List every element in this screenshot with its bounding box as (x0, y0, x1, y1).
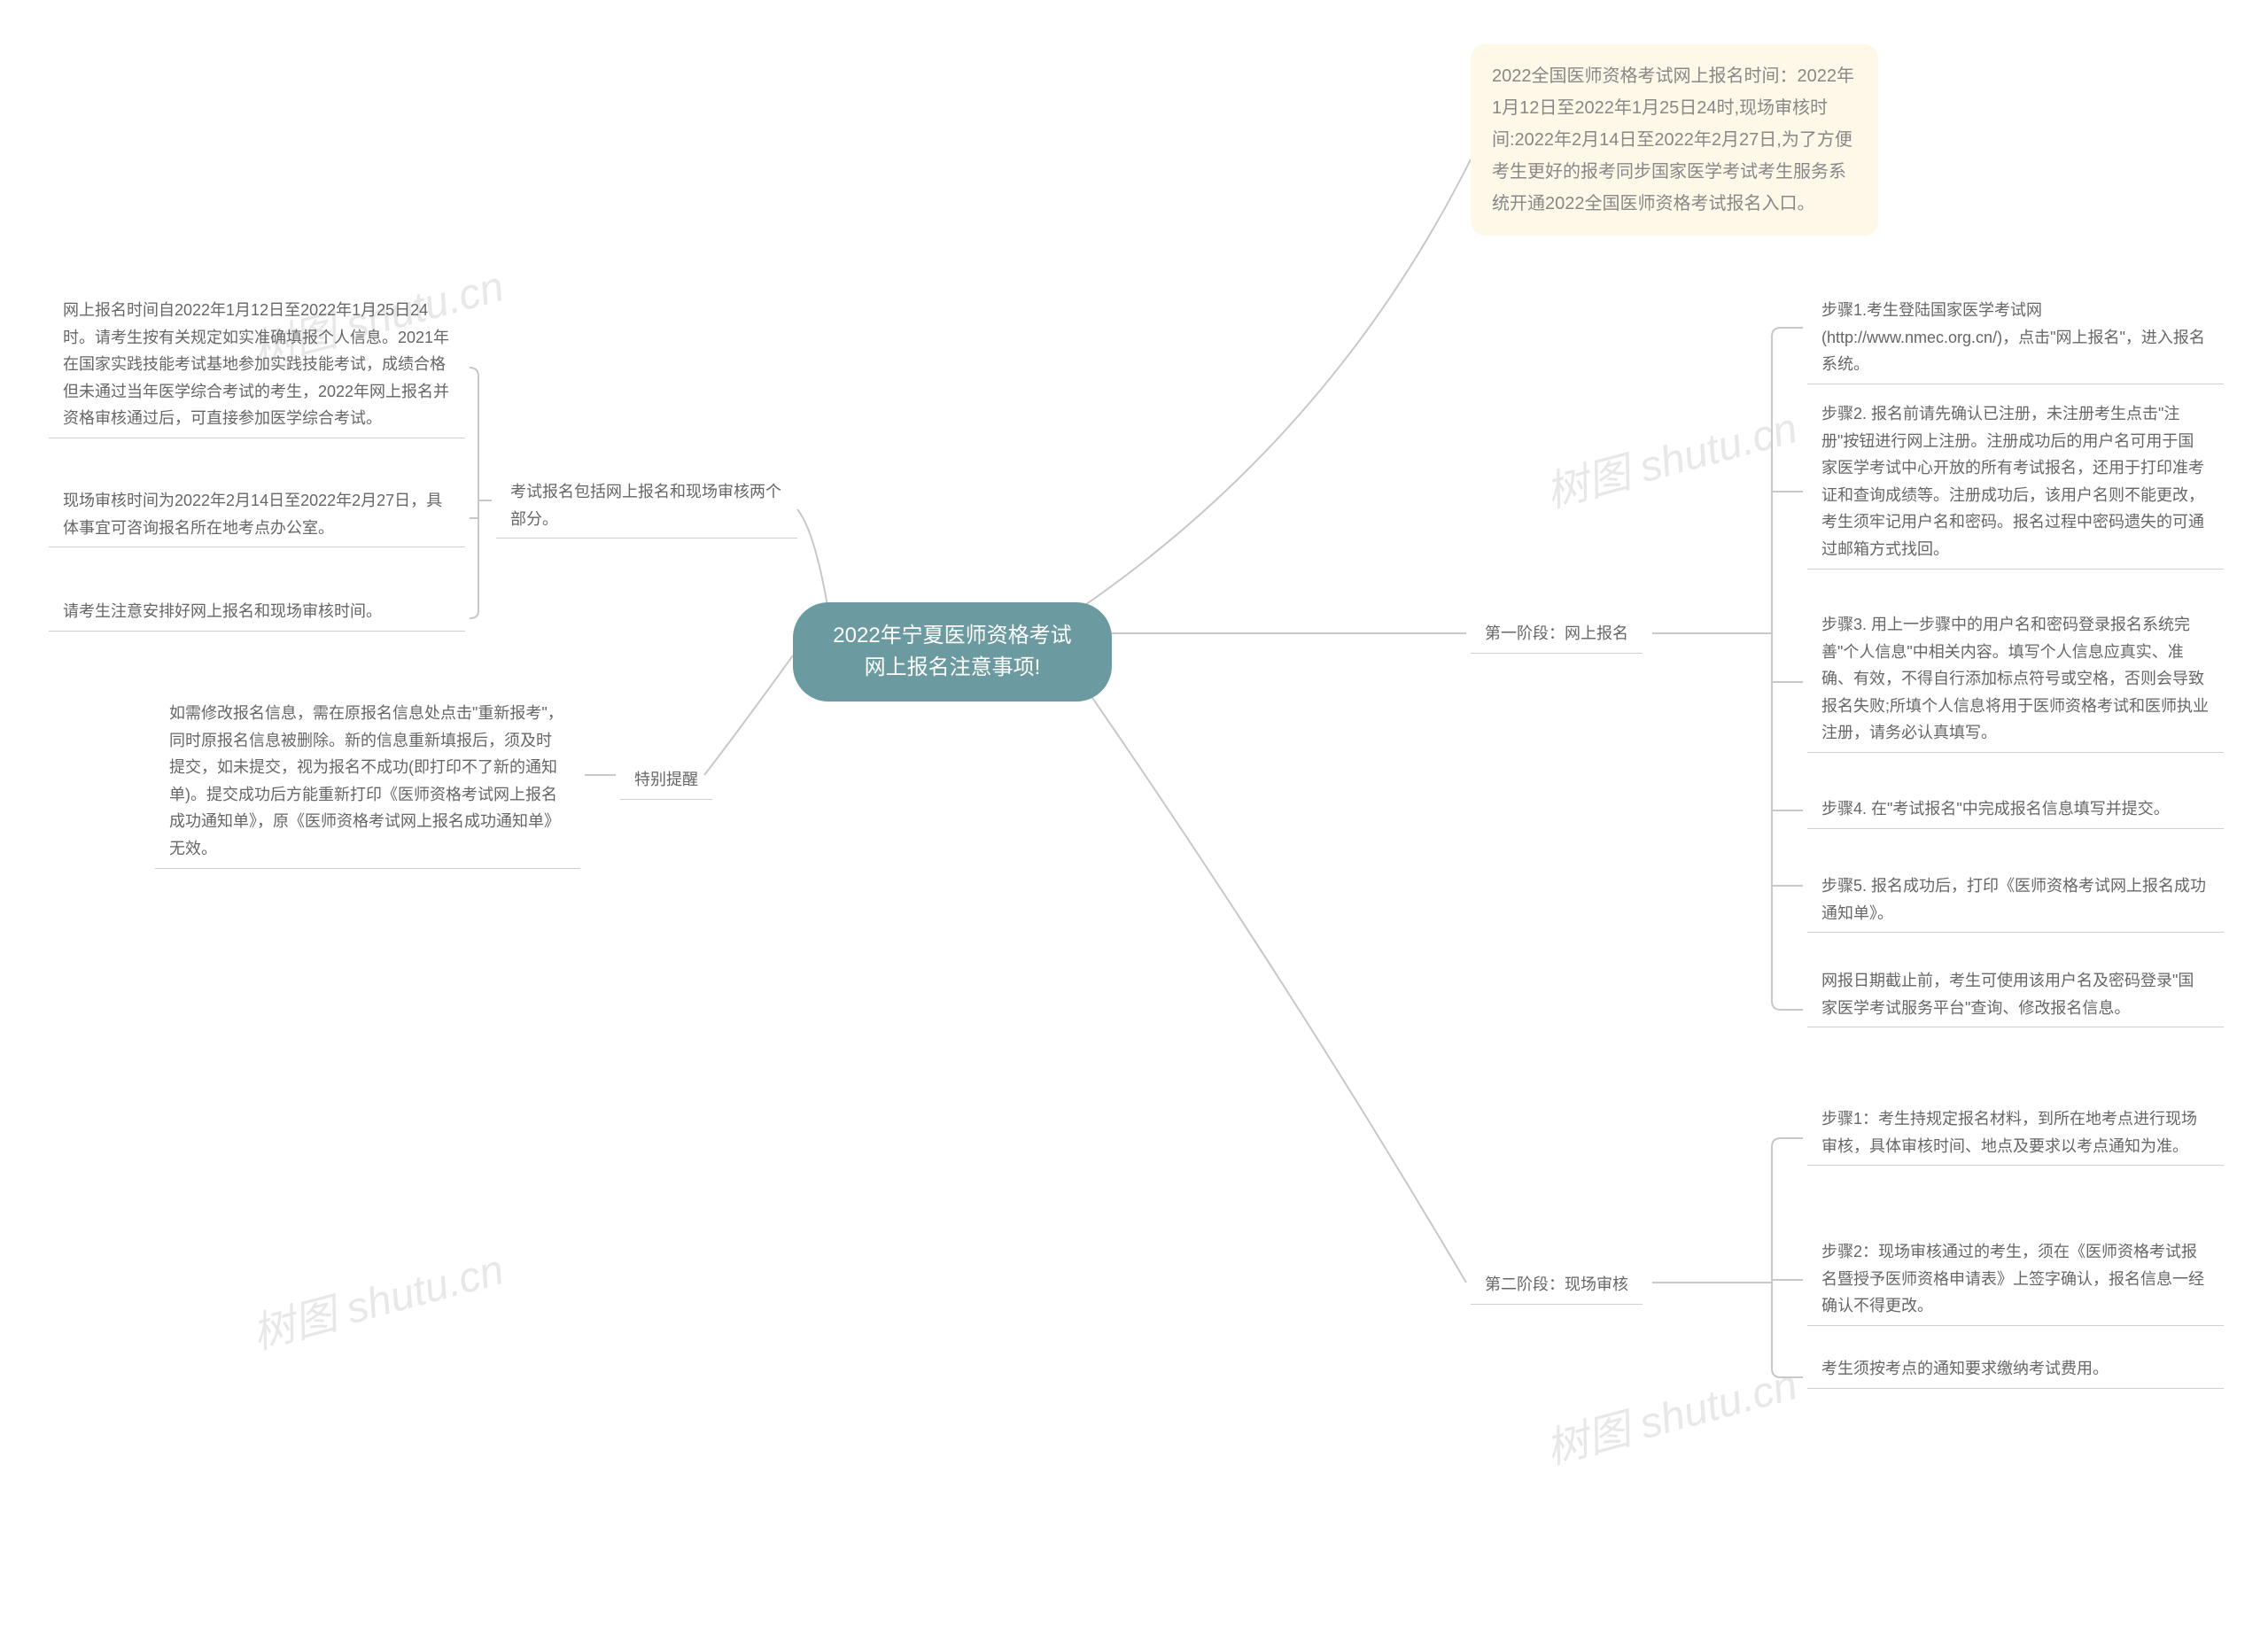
reminder-label: 特别提醒 (620, 757, 712, 800)
reminder-child-0: 如需修改报名信息，需在原报名信息处点击"重新报考"，同时原报名信息被删除。新的信… (155, 691, 580, 869)
twoparts-child-1: 现场审核时间为2022年2月14日至2022年2月27日，具体事宜可咨询报名所在… (49, 478, 465, 547)
phase1-child-1: 步骤2. 报名前请先确认已注册，未注册考生点击"注册"按钮进行网上注册。注册成功… (1807, 391, 2224, 570)
phase1-child-3: 步骤4. 在"考试报名"中完成报名信息填写并提交。 (1807, 787, 2224, 829)
center-node: 2022年宁夏医师资格考试 网上报名注意事项! (793, 602, 1112, 702)
phase1-child-2: 步骤3. 用上一步骤中的用户名和密码登录报名系统完善"个人信息"中相关内容。填写… (1807, 602, 2224, 753)
twoparts-child-0: 网上报名时间自2022年1月12日至2022年1月25日24时。请考生按有关规定… (49, 288, 465, 438)
phase1-label: 第一阶段：网上报名 (1471, 611, 1643, 654)
phase2-child-1: 步骤2：现场审核通过的考生，须在《医师资格考试报名暨授予医师资格申请表》上签字确… (1807, 1229, 2224, 1326)
phase1-child-4: 步骤5. 报名成功后，打印《医师资格考试网上报名成功通知单》。 (1807, 864, 2224, 933)
phase2-child-2: 考生须按考点的通知要求缴纳考试费用。 (1807, 1346, 2224, 1389)
phase1-child-0: 步骤1.考生登陆国家医学考试网(http://www.nmec.org.cn/)… (1807, 288, 2224, 384)
twoparts-child-2: 请考生注意安排好网上报名和现场审核时间。 (49, 589, 465, 632)
phase2-label: 第二阶段：现场审核 (1471, 1262, 1643, 1305)
phase2-child-0: 步骤1：考生持规定报名材料，到所在地考点进行现场审核，具体审核时间、地点及要求以… (1807, 1097, 2224, 1166)
phase1-child-5: 网报日期截止前，考生可使用该用户名及密码登录"国家医学考试服务平台"查询、修改报… (1807, 958, 2224, 1027)
intro-node: 2022全国医师资格考试网上报名时间：2022年1月12日至2022年1月25日… (1471, 44, 1878, 236)
twoparts-label: 考试报名包括网上报名和现场审核两个部分。 (496, 469, 797, 539)
